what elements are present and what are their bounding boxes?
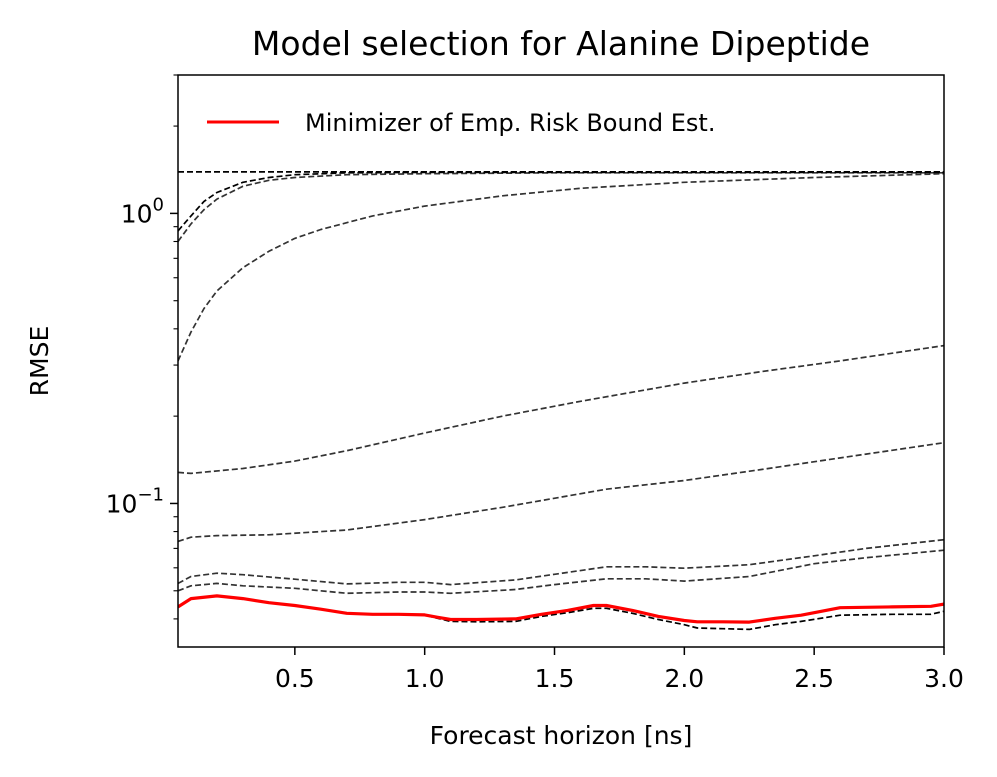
legend: Minimizer of Emp. Risk Bound Est. <box>207 109 715 137</box>
x-axis-label: Forecast horizon [ns] <box>430 721 693 750</box>
series-line-model-8 <box>178 171 944 232</box>
x-tick-label: 3.0 <box>924 664 964 693</box>
series-line-model-4 <box>178 441 944 543</box>
chart-title: Model selection for Alanine Dipeptide <box>252 24 870 63</box>
x-tick-label: 2.5 <box>794 664 834 693</box>
x-tick-label: 0.5 <box>275 664 315 693</box>
legend-label: Minimizer of Emp. Risk Bound Est. <box>305 109 715 137</box>
x-tick-label: 2.0 <box>664 664 704 693</box>
series-line-highlight <box>178 594 944 624</box>
x-tick-label: 1.0 <box>405 664 445 693</box>
series-line-model-7 <box>178 171 944 243</box>
y-axis-label: RMSE <box>25 326 54 397</box>
tick-layer: 0.5 1.0 1.5 2.0 2.5 3.0 100 10−1 <box>106 74 964 693</box>
x-tick-label: 1.5 <box>535 664 575 693</box>
series-layer <box>178 171 944 631</box>
series-line-model-2 <box>178 549 944 595</box>
y-tick-label: 100 <box>121 194 164 228</box>
y-tick-label: 10−1 <box>106 484 164 518</box>
plot-frame <box>177 74 945 648</box>
series-line-model-3 <box>178 538 944 586</box>
series-line-model-5 <box>178 344 944 475</box>
series-line-model-6 <box>178 172 944 362</box>
